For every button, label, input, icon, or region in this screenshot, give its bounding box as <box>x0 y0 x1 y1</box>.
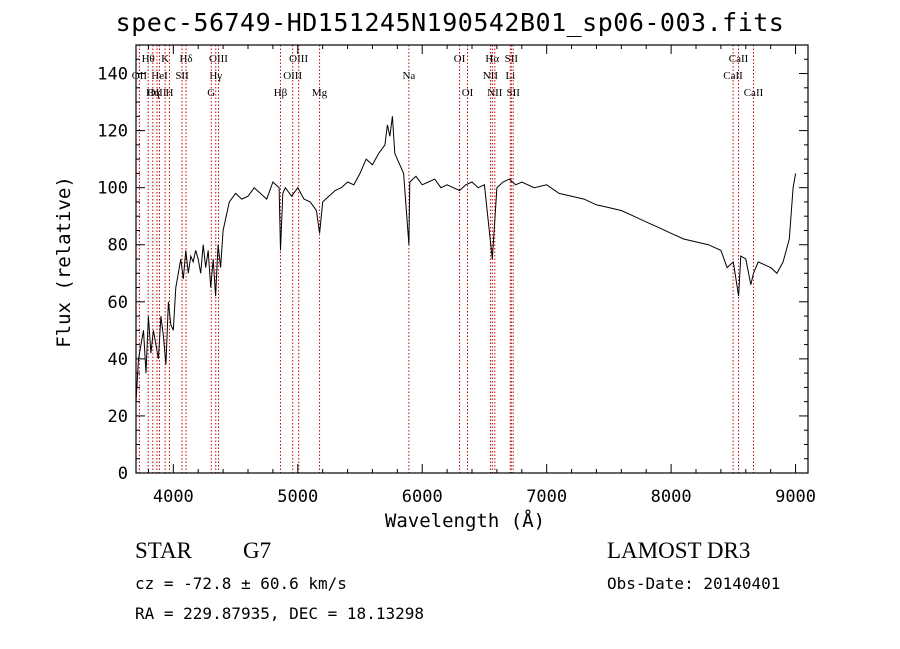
spectral-line-label: Na <box>402 70 415 82</box>
spectral-line-label: Hα <box>485 53 499 65</box>
x-tick-label: 9000 <box>775 487 816 507</box>
spectral-line-label: SII <box>175 70 189 82</box>
spectral-subclass: G7 <box>243 538 272 563</box>
y-tick-label: 80 <box>108 236 128 256</box>
spectral-line-label: Hγ <box>209 70 222 82</box>
spectral-line-label: OII <box>132 70 148 82</box>
x-tick-label: 6000 <box>402 487 443 507</box>
spectral-line-label: Li <box>505 70 515 82</box>
x-axis-label: Wavelength (Å) <box>384 510 546 532</box>
spectral-line-label: SII <box>506 87 520 99</box>
spectral-line-label: G <box>207 87 215 99</box>
chart-title: spec-56749-HD151245N190542B01_sp06-003.f… <box>115 8 785 37</box>
spectral-line-label: CaII <box>723 70 743 82</box>
spectral-line-label: Hθ <box>142 53 155 65</box>
spectral-line-label: Mg <box>312 87 328 99</box>
y-tick-label: 60 <box>108 293 128 313</box>
spectral-line-label: OIII <box>148 87 167 99</box>
survey-name: LAMOST DR3 <box>607 538 751 563</box>
object-class: STAR <box>135 538 192 563</box>
spectral-line-label: NII <box>483 70 499 82</box>
spectral-line-label: OI <box>454 53 466 65</box>
spectral-line-label: OI <box>462 87 474 99</box>
spectral-line-label: HeI <box>151 70 168 82</box>
observation-date: Obs-Date: 20140401 <box>607 574 781 593</box>
spectral-line-label: K <box>161 53 169 65</box>
x-tick-label: 8000 <box>651 487 692 507</box>
y-axis-label: Flux (relative) <box>53 176 75 348</box>
spectrum-series-line <box>135 116 797 402</box>
axis-ticks: 4000 5000 6000 7000 8000 9000 0 20 40 60 80 100 120 1… <box>97 45 816 507</box>
y-tick-label: 20 <box>108 407 128 427</box>
spectral-line-label: OIII <box>283 70 302 82</box>
y-tick-label: 100 <box>97 179 128 199</box>
x-tick-label: 4000 <box>153 487 194 507</box>
spectral-line-label: NII <box>487 87 503 99</box>
spectral-line-label: Hη <box>146 87 160 99</box>
x-tick-label: 7000 <box>526 487 567 507</box>
spectral-line-label: Hδ <box>179 53 192 65</box>
y-tick-label: 140 <box>97 65 128 85</box>
y-tick-label: 0 <box>118 464 128 484</box>
spectral-line-label: SII <box>505 53 519 65</box>
x-tick-label: 5000 <box>277 487 318 507</box>
redshift-velocity: cz = -72.8 ± 60.6 km/s <box>135 574 347 593</box>
spectral-line-label: OIII <box>209 53 228 65</box>
spectral-line-label: H <box>165 87 173 99</box>
y-tick-label: 40 <box>108 350 128 370</box>
y-tick-label: 120 <box>97 122 128 142</box>
spectral-line-label: CaII <box>744 87 764 99</box>
spectral-line-label: Hβ <box>274 87 288 99</box>
spectral-line-label: OIII <box>289 53 308 65</box>
spectral-line-label: CaII <box>729 53 749 65</box>
plot-frame <box>135 44 809 474</box>
sky-coordinates: RA = 229.87935, DEC = 18.13298 <box>135 604 424 623</box>
